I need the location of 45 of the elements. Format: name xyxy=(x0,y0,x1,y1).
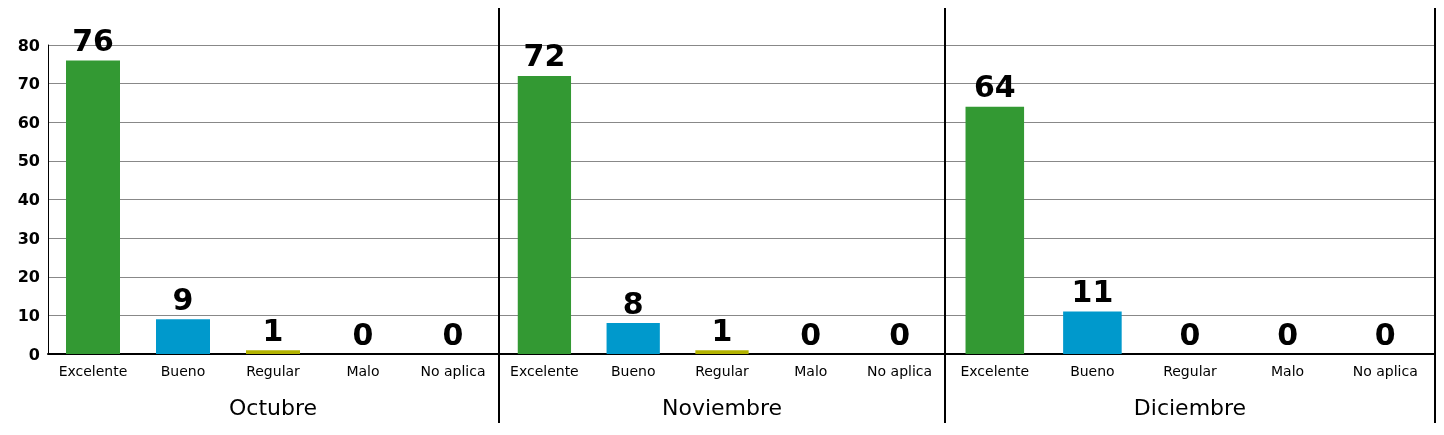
x-tick-label: Malo xyxy=(346,363,380,379)
x-tick-label: No aplica xyxy=(1352,363,1418,379)
y-tick-label: 80 xyxy=(17,35,40,55)
x-tick-label: Regular xyxy=(695,363,750,379)
data-label: 64 xyxy=(973,69,1016,105)
x-tick-label: No aplica xyxy=(867,363,933,379)
data-label: 0 xyxy=(1277,316,1299,352)
data-label: 8 xyxy=(622,285,644,321)
x-tick-label: No aplica xyxy=(420,363,486,379)
y-tick-label: 0 xyxy=(28,344,40,364)
x-tick-label: Regular xyxy=(246,363,301,379)
bar xyxy=(156,319,210,354)
data-label: 0 xyxy=(889,316,911,352)
x-tick-label: Excelente xyxy=(58,363,128,379)
x-tick-label: Excelente xyxy=(960,363,1030,379)
data-label: 0 xyxy=(352,316,374,352)
x-tick-label: Malo xyxy=(794,363,828,379)
y-tick-label: 20 xyxy=(17,267,40,287)
x-tick-label: Excelente xyxy=(510,363,579,379)
data-label: 9 xyxy=(172,281,194,317)
data-label: 72 xyxy=(523,38,566,74)
y-tick-label: 50 xyxy=(17,151,40,171)
y-tick-label: 40 xyxy=(17,190,40,209)
y-tick-label: 70 xyxy=(17,74,40,94)
data-label: 11 xyxy=(1071,274,1114,310)
data-label: 1 xyxy=(262,312,284,348)
x-tick-label: Bueno xyxy=(1070,363,1115,379)
x-tick-label: Bueno xyxy=(610,363,656,379)
x-axis-title: Noviembre xyxy=(661,394,783,420)
y-tick-label: 30 xyxy=(17,228,40,248)
bar xyxy=(246,350,300,354)
y-tick-label: 10 xyxy=(17,305,40,325)
data-label: 0 xyxy=(442,316,464,352)
x-tick-label: Malo xyxy=(1271,363,1305,379)
x-axis-title: Octubre xyxy=(228,394,318,420)
bar xyxy=(66,60,120,354)
x-tick-label: Bueno xyxy=(160,363,206,379)
data-label: 1 xyxy=(711,312,733,348)
data-label: 0 xyxy=(800,316,822,352)
data-label: 0 xyxy=(1374,316,1396,352)
y-tick-label: 60 xyxy=(17,112,40,132)
x-axis-title: Diciembre xyxy=(1133,394,1247,420)
data-label: 0 xyxy=(1179,316,1201,352)
data-label: 76 xyxy=(72,22,114,58)
x-tick-label: Regular xyxy=(1163,363,1218,379)
